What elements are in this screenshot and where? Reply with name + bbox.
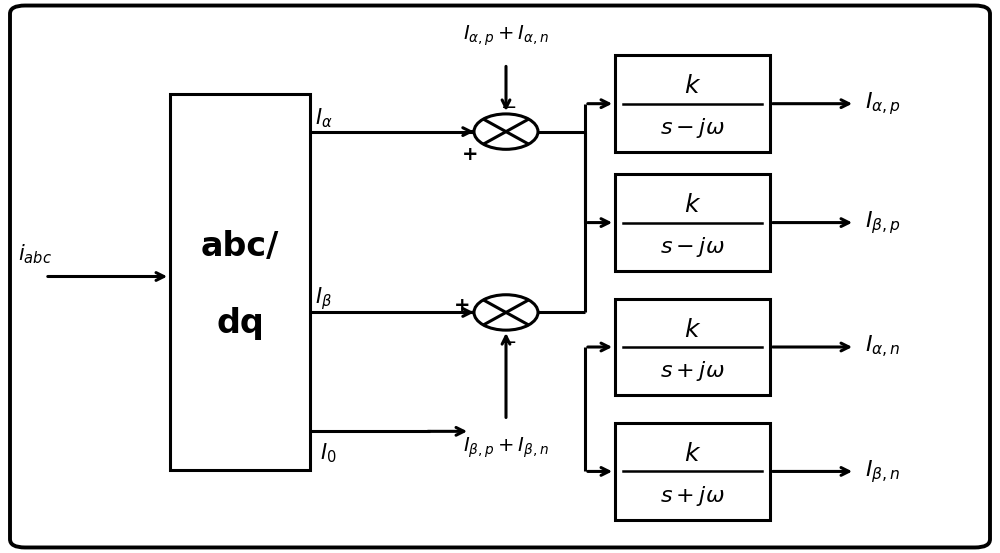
Circle shape <box>474 295 538 330</box>
Text: $I_{\alpha,n}$: $I_{\alpha,n}$ <box>865 334 901 361</box>
Text: $-$: $-$ <box>500 331 516 349</box>
Text: $I_{\beta}$: $I_{\beta}$ <box>315 285 332 312</box>
Text: dq: dq <box>216 307 264 340</box>
FancyBboxPatch shape <box>10 6 990 547</box>
Text: $-$: $-$ <box>500 96 516 115</box>
Bar <box>615 174 770 271</box>
Text: $s+j \omega$: $s+j \omega$ <box>660 359 725 383</box>
Text: $I_{\beta,p}$: $I_{\beta,p}$ <box>865 210 901 236</box>
Text: $I_{0}$: $I_{0}$ <box>320 442 337 465</box>
Bar <box>615 55 770 152</box>
Text: $I_{\alpha,p}+I_{\alpha,n}$: $I_{\alpha,p}+I_{\alpha,n}$ <box>463 24 549 48</box>
Text: $I_{\beta,n}$: $I_{\beta,n}$ <box>865 458 900 484</box>
Text: $k$: $k$ <box>684 317 701 342</box>
Text: $s+j \omega$: $s+j \omega$ <box>660 484 725 508</box>
Bar <box>615 423 770 520</box>
Circle shape <box>474 114 538 149</box>
Text: $s-j \omega$: $s-j \omega$ <box>660 235 725 259</box>
Text: abc/: abc/ <box>201 229 279 263</box>
Text: $k$: $k$ <box>684 74 701 98</box>
Text: $I_{\beta,p}+I_{\beta,n}$: $I_{\beta,p}+I_{\beta,n}$ <box>463 436 549 460</box>
Bar <box>170 94 310 470</box>
Text: $s-j \omega$: $s-j \omega$ <box>660 116 725 140</box>
Text: +: + <box>454 296 470 315</box>
Text: $k$: $k$ <box>684 193 701 217</box>
Text: $k$: $k$ <box>684 442 701 466</box>
Text: $I_{\alpha,p}$: $I_{\alpha,p}$ <box>865 91 901 117</box>
Text: $i_{abc}$: $i_{abc}$ <box>18 243 52 266</box>
Text: $I_{\alpha}$: $I_{\alpha}$ <box>315 106 333 129</box>
Text: +: + <box>462 145 478 164</box>
Bar <box>615 299 770 395</box>
